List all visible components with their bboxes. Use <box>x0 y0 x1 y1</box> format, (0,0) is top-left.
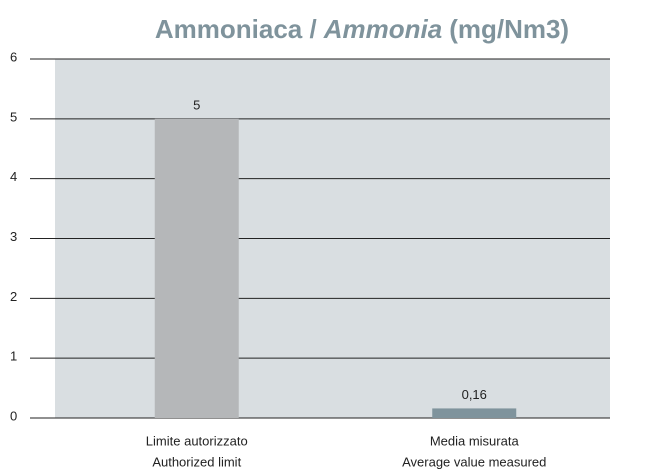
y-tick-label: 6 <box>10 49 17 64</box>
bar <box>432 408 517 418</box>
chart-title: Ammoniaca / Ammonia (mg/Nm3) <box>155 14 569 44</box>
data-label: 0,16 <box>462 387 487 402</box>
data-label: 5 <box>193 97 200 112</box>
y-tick-label: 4 <box>10 169 17 184</box>
y-tick-label: 0 <box>10 408 17 423</box>
x-tick-label: Authorized limit <box>152 454 241 469</box>
y-tick-label: 1 <box>10 349 17 364</box>
x-tick-label: Average value measured <box>402 454 546 469</box>
title-part: Ammonia <box>323 14 442 44</box>
y-tick-label: 5 <box>10 109 17 124</box>
y-tick-label: 2 <box>10 289 17 304</box>
x-tick-label: Limite autorizzato <box>146 433 248 448</box>
bar <box>154 118 239 418</box>
title-part: Ammoniaca / <box>155 14 317 44</box>
y-tick-label: 3 <box>10 229 17 244</box>
x-tick-label: Media misurata <box>430 433 520 448</box>
title-part: (mg/Nm3) <box>449 14 569 44</box>
